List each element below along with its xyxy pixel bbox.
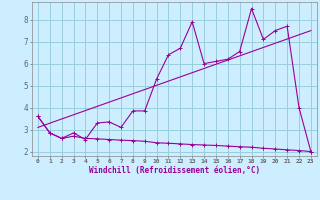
X-axis label: Windchill (Refroidissement éolien,°C): Windchill (Refroidissement éolien,°C): [89, 166, 260, 175]
